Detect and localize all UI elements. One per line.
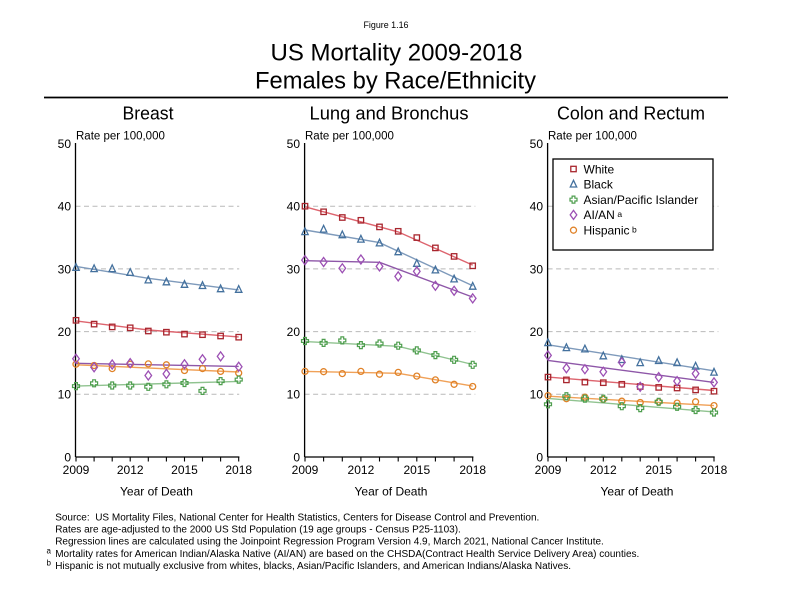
svg-text:0: 0 <box>64 450 71 464</box>
svg-text:10: 10 <box>287 388 301 402</box>
svg-text:20: 20 <box>287 325 301 339</box>
svg-text:Asian/Pacific Islander: Asian/Pacific Islander <box>584 193 699 207</box>
svg-text:2012: 2012 <box>348 463 375 477</box>
svg-text:Source: US Mortality Files, N: Source: US Mortality Files, National Cen… <box>55 513 539 524</box>
svg-text:AI/ANa: AI/AN a <box>584 208 623 222</box>
svg-text:Year of Death: Year of Death <box>601 484 674 498</box>
svg-text:40: 40 <box>287 200 301 214</box>
svg-text:10: 10 <box>58 388 72 402</box>
svg-text:2009: 2009 <box>535 463 562 477</box>
svg-text:Colon and Rectum: Colon and Rectum <box>557 104 705 124</box>
svg-text:Year of Death: Year of Death <box>120 484 193 498</box>
svg-text:2015: 2015 <box>645 463 672 477</box>
svg-text:2018: 2018 <box>225 463 252 477</box>
svg-text:Black: Black <box>584 178 614 192</box>
svg-text:0: 0 <box>536 450 543 464</box>
svg-text:Females by Race/Ethnicity: Females by Race/Ethnicity <box>255 68 536 95</box>
svg-text:20: 20 <box>58 325 72 339</box>
svg-text:2012: 2012 <box>590 463 617 477</box>
svg-text:Mortality rates for American I: Mortality rates for American Indian/Alas… <box>55 549 639 560</box>
svg-text:White: White <box>584 162 615 176</box>
svg-text:50: 50 <box>287 137 301 151</box>
svg-text:Rate per 100,000: Rate per 100,000 <box>548 131 637 143</box>
svg-text:Rate per 100,000: Rate per 100,000 <box>76 131 165 143</box>
svg-text:Breast: Breast <box>123 104 174 124</box>
svg-text:40: 40 <box>58 200 72 214</box>
svg-text:2015: 2015 <box>403 463 430 477</box>
svg-text:Rates are age-adjusted to the: Rates are age-adjusted to the 2000 US St… <box>55 525 461 536</box>
svg-text:US Mortality 2009-2018: US Mortality 2009-2018 <box>271 39 523 66</box>
svg-text:Hispanic is not mutually exclu: Hispanic is not mutually exclusive from … <box>55 561 571 572</box>
svg-text:Rate per 100,000: Rate per 100,000 <box>305 131 394 143</box>
svg-text:2012: 2012 <box>117 463 144 477</box>
svg-text:2009: 2009 <box>63 463 90 477</box>
svg-text:0: 0 <box>293 450 300 464</box>
svg-text:Figure 1.16: Figure 1.16 <box>364 20 409 30</box>
svg-text:2009: 2009 <box>292 463 319 477</box>
svg-text:2018: 2018 <box>701 463 728 477</box>
svg-text:20: 20 <box>530 325 544 339</box>
svg-text:40: 40 <box>530 200 544 214</box>
svg-text:Year of Death: Year of Death <box>355 484 428 498</box>
svg-text:2018: 2018 <box>459 463 486 477</box>
svg-text:30: 30 <box>287 262 301 276</box>
svg-text:b: b <box>47 559 52 568</box>
svg-text:30: 30 <box>58 262 72 276</box>
svg-text:30: 30 <box>530 262 544 276</box>
svg-text:Regression lines are calculate: Regression lines are calculated using th… <box>55 537 604 548</box>
svg-text:a: a <box>47 547 52 556</box>
svg-text:50: 50 <box>58 137 72 151</box>
svg-text:50: 50 <box>530 137 544 151</box>
svg-text:10: 10 <box>530 388 544 402</box>
svg-text:Lung and Bronchus: Lung and Bronchus <box>310 104 469 124</box>
svg-text:2015: 2015 <box>171 463 198 477</box>
